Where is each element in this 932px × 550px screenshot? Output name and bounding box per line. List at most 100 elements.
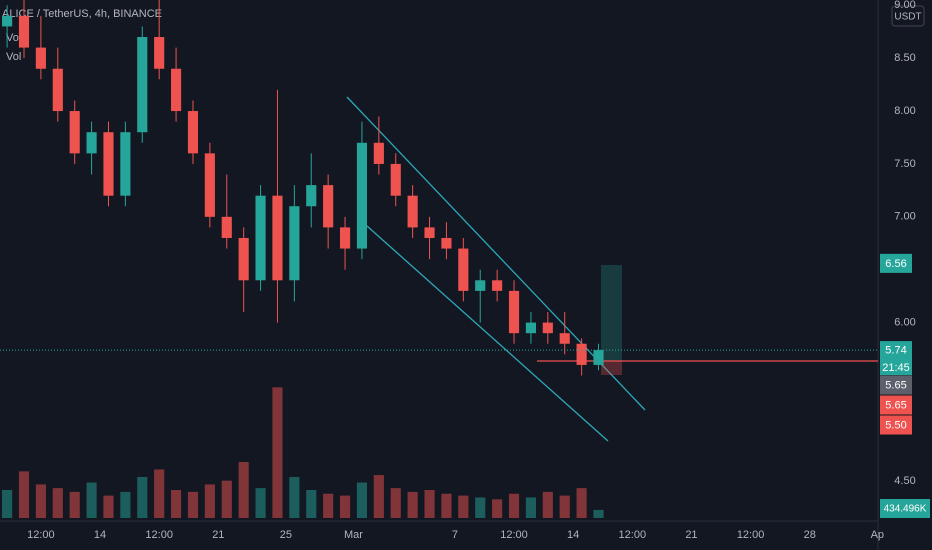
x-tick-label: 12:00	[737, 529, 765, 541]
candle-body	[339, 227, 351, 249]
candle-body	[52, 68, 63, 112]
volume-bar	[204, 484, 215, 518]
volume-bar	[323, 493, 334, 518]
y-tick-label: 8.00	[894, 105, 915, 117]
currency: USDT	[894, 12, 921, 23]
candle-body	[272, 195, 283, 281]
volume-bar	[373, 475, 384, 518]
volume-bar	[525, 497, 536, 518]
volume-bar	[221, 480, 232, 518]
candle-body	[424, 227, 435, 238]
candle-body	[323, 185, 334, 228]
volume-bar	[475, 497, 486, 518]
candle-body	[171, 68, 182, 112]
price-label: 5.65	[885, 379, 906, 391]
volume-bar	[424, 490, 435, 518]
x-tick-label: 14	[567, 529, 579, 541]
candle-body	[559, 333, 570, 344]
candle-body	[103, 132, 114, 196]
volume-bar	[289, 476, 300, 518]
volume-bar	[390, 488, 401, 518]
volume-bar	[356, 482, 368, 518]
candle-body	[86, 132, 97, 154]
candle-body	[390, 163, 401, 196]
candle-body	[441, 237, 452, 249]
candle-body	[18, 15, 30, 48]
price-label-box	[880, 375, 912, 395]
volume-bar	[2, 490, 13, 518]
currency-box	[891, 5, 925, 27]
volume-bar	[492, 499, 503, 518]
volume-bar	[407, 491, 418, 518]
candle-body	[221, 216, 232, 238]
countdown: 21:45	[882, 362, 910, 374]
x-tick-label: 28	[804, 529, 816, 541]
volume-label-box	[880, 499, 930, 518]
x-tick-label: 14	[94, 529, 106, 541]
legend-entry: Vol	[6, 32, 21, 44]
candle-body	[576, 343, 587, 365]
price-label: 5.50	[885, 419, 906, 431]
candle-body	[407, 195, 418, 228]
x-tick-label: 12:00	[619, 529, 647, 541]
x-tick-label: 12:00	[27, 529, 55, 541]
volume-bar	[306, 490, 317, 518]
x-tick-label: Ap	[871, 529, 884, 541]
volume-bar	[86, 482, 97, 518]
candle-body	[137, 37, 148, 133]
volume-bar	[593, 509, 604, 518]
x-tick-label: 12:00	[145, 529, 173, 541]
volume-bar	[508, 493, 520, 518]
volume-bar	[52, 488, 63, 518]
volume-bar	[103, 495, 114, 518]
candle-body	[69, 111, 80, 154]
price-label: 6.56	[885, 258, 906, 270]
x-tick-label: 7	[452, 529, 458, 541]
candle-body	[2, 15, 13, 27]
volume-bar	[458, 495, 469, 518]
position-stop	[601, 361, 622, 375]
volume-bar	[187, 491, 199, 518]
volume-bar	[255, 488, 266, 518]
volume-bar	[542, 491, 553, 518]
volume-bar	[559, 495, 570, 518]
y-tick-label: 9.00	[894, 0, 915, 11]
volume-bar	[576, 488, 587, 518]
candle-body	[204, 153, 215, 217]
x-tick-label: 12:00	[500, 529, 528, 541]
x-tick-label: 25	[280, 529, 292, 541]
y-tick-label: 7.50	[894, 158, 915, 170]
price-label-box	[880, 341, 912, 376]
candle-body	[238, 237, 249, 281]
channel-line	[366, 225, 609, 442]
chart-title: ALICE / TetherUS, 4h, BINANCE	[2, 8, 162, 20]
y-tick-label: 6.00	[894, 317, 915, 329]
y-tick-label: 7.00	[894, 211, 915, 223]
candle-body	[525, 322, 536, 334]
candle-body	[492, 280, 503, 291]
candle-body	[289, 206, 300, 281]
volume-bar	[154, 469, 165, 518]
volume-bar	[171, 490, 182, 518]
volume-bar	[137, 476, 148, 518]
x-tick-label: 21	[685, 529, 697, 541]
volume-bar	[69, 491, 80, 518]
price-label: 5.65	[885, 399, 906, 411]
legend-entry: Vol	[6, 51, 21, 63]
x-tick-label: 21	[212, 529, 224, 541]
candle-body	[187, 111, 199, 154]
candle-body	[542, 322, 553, 334]
candle-body	[255, 195, 266, 281]
volume-bar	[18, 471, 30, 518]
price-label-box	[880, 253, 912, 273]
position-target	[601, 265, 622, 361]
candle-body	[373, 142, 384, 164]
candle-body	[356, 142, 368, 249]
volume-bar	[120, 491, 131, 518]
candle-body	[120, 132, 131, 196]
candle-body	[154, 37, 165, 69]
volume-bar	[35, 484, 46, 518]
volume-bar	[272, 387, 283, 518]
y-tick-label: 4.50	[894, 475, 915, 487]
